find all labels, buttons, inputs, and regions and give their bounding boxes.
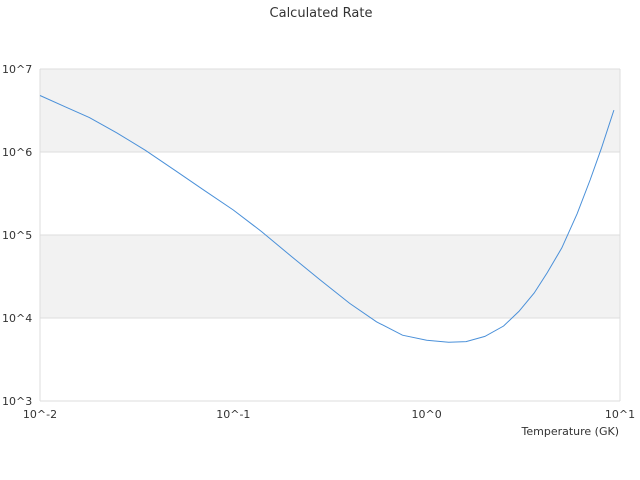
- y-tick-label: 10^7: [2, 63, 32, 76]
- series-line: [39, 95, 615, 343]
- chart-title: Calculated Rate: [270, 6, 373, 21]
- x-axis-label: Temperature (GK): [521, 425, 620, 438]
- grid-bands: [40, 69, 620, 401]
- x-tick-label: 10^-1: [216, 408, 250, 421]
- grid-band: [40, 152, 620, 235]
- x-tick-label: 10^1: [605, 408, 635, 421]
- x-tick-label: 10^0: [412, 408, 442, 421]
- grid-band: [40, 235, 620, 318]
- grid-lines: [39, 68, 621, 402]
- y-tick-label: 10^3: [2, 395, 32, 408]
- y-axis-ticks: 10^3 10^4 10^5 10^6 10^7: [2, 63, 32, 408]
- x-axis-ticks: 10^-2 10^-1 10^0 10^1: [23, 408, 635, 421]
- grid-band: [40, 69, 620, 152]
- x-tick-label: 10^-2: [23, 408, 57, 421]
- grid-band: [40, 318, 620, 401]
- y-tick-label: 10^6: [2, 146, 32, 159]
- y-tick-label: 10^4: [2, 312, 32, 325]
- y-tick-label: 10^5: [2, 229, 32, 242]
